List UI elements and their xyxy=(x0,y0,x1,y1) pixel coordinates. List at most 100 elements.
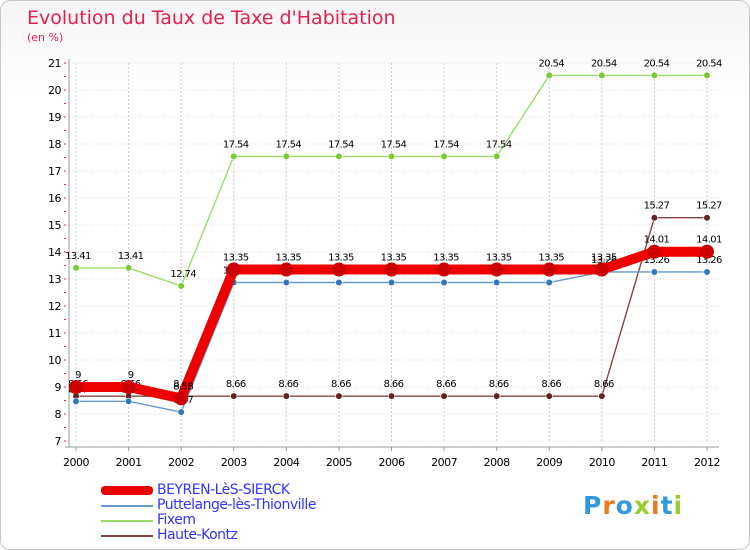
data-point xyxy=(124,264,133,272)
data-label: 13.35 xyxy=(591,253,617,264)
y-tick-label: 18 xyxy=(48,138,61,151)
data-label: 13.26 xyxy=(591,255,617,266)
x-tick-label: 2001 xyxy=(116,456,142,469)
data-point xyxy=(489,262,504,277)
data-point xyxy=(387,152,396,161)
legend-label: Haute-Kontz xyxy=(157,527,238,543)
data-label: 8.66 xyxy=(594,379,614,390)
data-label: 15.27 xyxy=(696,201,722,212)
data-label: 8.58 xyxy=(173,381,193,392)
data-point xyxy=(545,278,553,287)
data-label: 13.41 xyxy=(118,251,144,262)
data-point xyxy=(650,268,659,276)
data-label: 17.54 xyxy=(486,139,512,150)
data-label: 8.66 xyxy=(489,379,509,390)
data-label: 13.41 xyxy=(65,251,91,262)
data-point xyxy=(279,262,294,277)
data-label: 9 xyxy=(128,370,134,381)
data-label: 14.01 xyxy=(696,235,722,246)
data-point xyxy=(440,392,448,400)
data-point xyxy=(124,397,133,405)
x-tick-label: 2010 xyxy=(589,456,615,469)
proxiti-logo: Proxiti xyxy=(583,491,683,520)
x-tick-label: 2000 xyxy=(63,456,89,469)
data-label: 13.26 xyxy=(696,255,722,266)
y-tick-label: 10 xyxy=(48,354,61,367)
data-point xyxy=(647,244,662,259)
line-chart: 7 8 9 10 11 12 13 14 15 16 17 18 19 20 21 2000 2001 2002 2… xyxy=(48,57,723,469)
logo-letter: i xyxy=(673,491,684,520)
data-point xyxy=(72,264,80,272)
data-point xyxy=(493,152,501,161)
data-label: 17.54 xyxy=(276,139,302,150)
data-point xyxy=(177,282,185,290)
logo-letter: i xyxy=(651,491,661,520)
logo-letter: o xyxy=(615,491,634,520)
x-tick-label: 2008 xyxy=(484,456,510,469)
data-label: 13.35 xyxy=(381,253,407,264)
legend-swatch xyxy=(101,505,153,507)
y-tick-label: 17 xyxy=(48,165,61,178)
data-point xyxy=(226,262,241,277)
y-tick-label: 16 xyxy=(48,192,61,205)
data-label: 13.35 xyxy=(223,253,249,264)
y-tick-label: 13 xyxy=(48,273,61,286)
data-point xyxy=(703,71,711,80)
data-point xyxy=(493,278,501,287)
chart-subtitle: (en %) xyxy=(27,31,64,44)
data-point xyxy=(493,392,501,400)
data-label: 13.35 xyxy=(433,253,459,264)
data-label: 20.54 xyxy=(696,58,722,69)
data-label: 20.54 xyxy=(644,58,670,69)
y-tick-label: 14 xyxy=(48,246,61,259)
data-label: 12.74 xyxy=(170,269,196,280)
y-tick-label: 7 xyxy=(55,435,62,448)
data-label: 13.35 xyxy=(328,253,354,264)
data-point xyxy=(545,392,553,400)
y-tick-label: 21 xyxy=(48,57,61,70)
y-tick-label: 15 xyxy=(48,219,61,232)
data-point xyxy=(282,278,290,287)
data-point xyxy=(174,391,189,406)
x-tick-label: 2003 xyxy=(221,456,247,469)
logo-letter: t xyxy=(660,491,674,520)
data-point xyxy=(72,397,80,405)
y-tick-label: 19 xyxy=(48,111,61,124)
legend-swatch xyxy=(101,535,153,537)
legend-label: BEYREN-LèS-SIERCK xyxy=(157,482,290,498)
data-label: 9 xyxy=(75,370,81,381)
data-point xyxy=(335,152,343,161)
data-point xyxy=(387,278,396,287)
data-point xyxy=(69,380,83,394)
legend-label: Fixem xyxy=(157,512,196,528)
data-point xyxy=(650,71,659,80)
y-tick-label: 12 xyxy=(48,300,61,313)
x-tick-label: 2006 xyxy=(379,456,405,469)
data-point xyxy=(440,152,448,161)
data-point xyxy=(703,214,711,222)
logo-letter: x xyxy=(633,491,651,520)
data-point xyxy=(335,278,343,287)
data-point xyxy=(282,152,290,161)
data-label: 13.26 xyxy=(644,255,670,266)
data-point xyxy=(335,392,343,400)
data-label: 17.54 xyxy=(381,139,407,150)
data-label: 17.54 xyxy=(223,139,249,150)
data-label: 8.66 xyxy=(436,379,456,390)
data-point xyxy=(177,408,185,416)
legend-label: Puttelange-lès-Thionville xyxy=(157,497,316,513)
data-point xyxy=(598,392,606,400)
x-tick-label: 2011 xyxy=(641,456,667,469)
y-tick-label: 9 xyxy=(55,381,62,394)
data-point xyxy=(282,392,290,400)
data-point xyxy=(437,262,452,277)
data-label: 15.27 xyxy=(644,201,670,212)
x-tick-label: 2009 xyxy=(536,456,562,469)
data-point xyxy=(387,392,396,400)
data-label: 8.66 xyxy=(331,379,351,390)
data-point xyxy=(650,214,659,222)
data-label: 13.35 xyxy=(276,253,302,264)
x-tick-label: 2004 xyxy=(273,456,299,469)
x-tick-label: 2005 xyxy=(326,456,352,469)
